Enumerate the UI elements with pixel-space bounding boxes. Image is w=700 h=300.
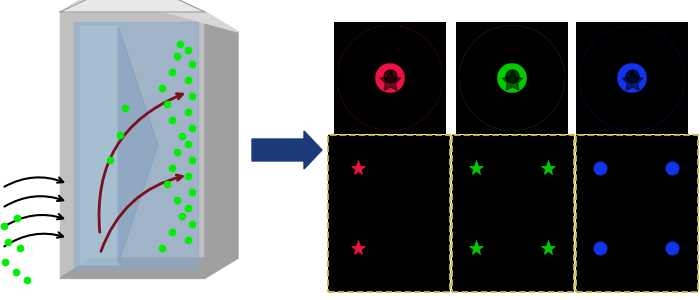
Polygon shape	[205, 12, 238, 278]
Polygon shape	[460, 26, 518, 84]
Circle shape	[379, 67, 401, 89]
Polygon shape	[580, 72, 638, 130]
Polygon shape	[80, 26, 118, 264]
Circle shape	[500, 67, 524, 89]
Polygon shape	[384, 72, 442, 130]
Polygon shape	[460, 72, 518, 130]
Polygon shape	[60, 0, 238, 32]
Circle shape	[338, 26, 442, 130]
Bar	[328, 135, 450, 292]
Polygon shape	[118, 26, 158, 264]
Circle shape	[580, 26, 684, 130]
Bar	[576, 22, 688, 134]
Polygon shape	[626, 26, 684, 84]
Polygon shape	[338, 72, 396, 130]
Polygon shape	[505, 26, 564, 84]
Polygon shape	[60, 258, 238, 278]
Polygon shape	[60, 12, 205, 278]
Bar	[456, 22, 568, 134]
Bar	[576, 135, 698, 292]
Bar	[334, 22, 446, 134]
Polygon shape	[74, 22, 198, 268]
Polygon shape	[60, 0, 205, 12]
FancyArrow shape	[252, 131, 322, 169]
Polygon shape	[505, 72, 564, 130]
Circle shape	[460, 26, 564, 130]
Circle shape	[621, 67, 643, 89]
Polygon shape	[580, 26, 638, 84]
Polygon shape	[384, 26, 442, 84]
Polygon shape	[626, 72, 684, 130]
Polygon shape	[338, 26, 396, 84]
Bar	[452, 135, 574, 292]
